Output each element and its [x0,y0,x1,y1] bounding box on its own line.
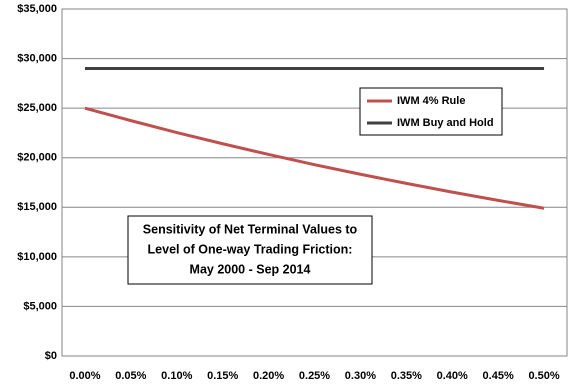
legend-label: IWM Buy and Hold [397,117,494,129]
y-tick-label: $20,000 [17,152,57,164]
y-tick-label: $5,000 [23,300,57,312]
x-tick-label: 0.10% [161,370,192,382]
x-tick-label: 0.40% [437,370,468,382]
legend-label: IWM 4% Rule [397,95,465,107]
x-tick-label: 0.50% [528,370,559,382]
annotation-line: Level of One-way Trading Friction: [148,242,353,256]
annotation-line: May 2000 - Sep 2014 [190,262,311,276]
y-tick-label: $10,000 [17,251,57,263]
x-tick-label: 0.15% [207,370,238,382]
y-tick-label: $0 [45,350,57,362]
annotation-box [127,215,373,285]
x-tick-label: 0.20% [253,370,284,382]
x-tick-label: 0.00% [69,370,100,382]
y-tick-label: $35,000 [17,3,57,15]
annotation-line: Sensitivity of Net Terminal Values to [143,222,358,236]
y-tick-label: $30,000 [17,52,57,64]
y-tick-label: $25,000 [17,102,57,114]
x-tick-label: 0.30% [345,370,376,382]
x-tick-label: 0.35% [391,370,422,382]
y-tick-label: $15,000 [17,201,57,213]
plot-border [61,8,568,357]
legend-box [359,87,503,136]
annotation: Sensitivity of Net Terminal Values to Lev… [127,215,373,285]
x-tick-label: 0.05% [115,370,146,382]
series-line [84,106,545,210]
x-tick-label: 0.25% [299,370,330,382]
x-tick-label: 0.45% [483,370,514,382]
